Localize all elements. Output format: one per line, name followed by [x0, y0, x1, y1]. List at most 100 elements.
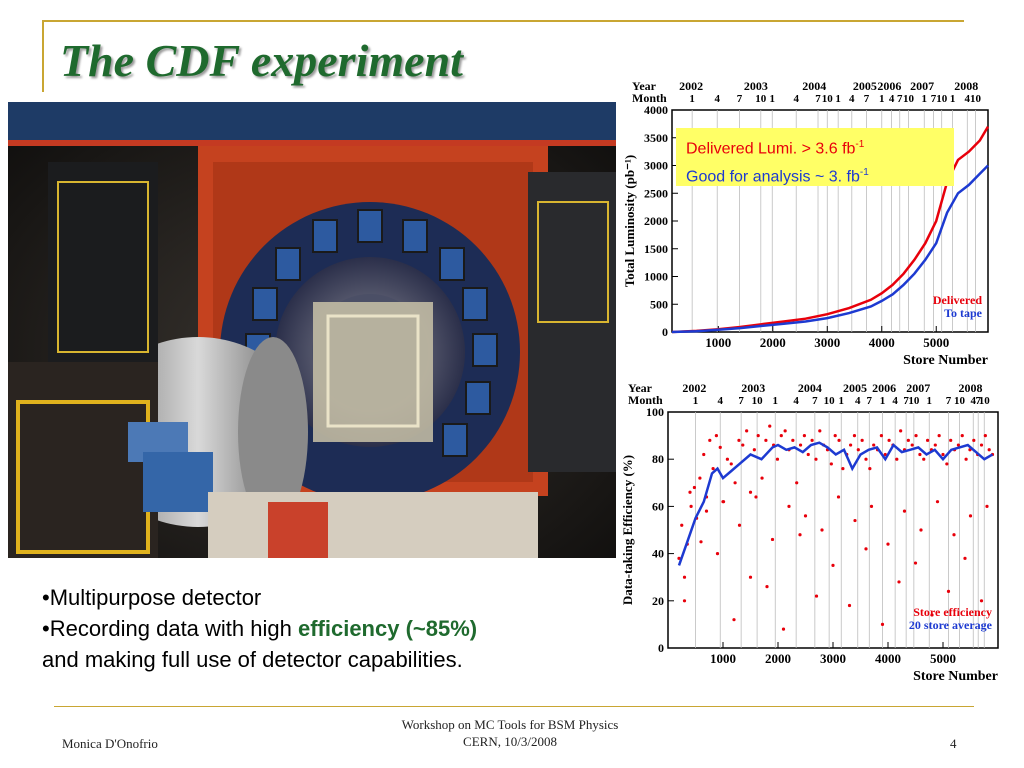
top-axis-month: 1	[839, 395, 845, 407]
top-axis-month: 7	[864, 93, 870, 105]
efficiency-point	[831, 563, 835, 567]
top-axis-month: 4	[965, 93, 971, 105]
efficiency-chart: Year Month 2002 2003 2004 2005 2006 2007 2008 1 4 7…	[618, 380, 1004, 684]
y-axis-label: Total Luminosity (pb⁻¹)	[622, 155, 637, 287]
efficiency-point	[972, 438, 976, 442]
efficiency-point	[937, 434, 941, 438]
x-tick-label: 1000	[705, 335, 731, 350]
efficiency-point	[708, 438, 712, 442]
top-axis-year: 2008	[954, 79, 978, 93]
cdf-detector-photo	[8, 102, 616, 558]
top-axis-month: 7	[737, 93, 743, 105]
efficiency-point	[853, 518, 857, 523]
efficiency-point	[741, 443, 745, 447]
top-axis-month: 4	[793, 395, 799, 407]
efficiency-point	[949, 438, 953, 442]
top-axis-month: 1	[835, 93, 841, 105]
top-axis-month: 10	[755, 93, 767, 105]
efficiency-point	[748, 575, 753, 579]
top-axis-year: 2004	[798, 381, 822, 395]
y-tick-label: 2000	[644, 214, 668, 228]
efficiency-point	[795, 481, 799, 485]
x-tick-label: 2000	[760, 335, 786, 350]
efficiency-point	[868, 467, 872, 471]
top-axis-month: 1	[689, 93, 695, 105]
x-tick-label: 4000	[875, 651, 901, 666]
y-tick-label: 4000	[644, 103, 668, 117]
legend-entry: Delivered	[933, 293, 982, 307]
efficiency-point	[803, 514, 808, 518]
y-tick-label: 500	[650, 297, 668, 311]
efficiency-point	[791, 438, 795, 442]
title-rule	[42, 20, 964, 22]
top-axis-month: 1	[879, 93, 885, 105]
efficiency-point	[906, 438, 910, 442]
efficiency-point	[768, 424, 772, 428]
top-axis-month: 10	[954, 395, 966, 407]
top-axis-month: 7	[897, 93, 903, 105]
top-axis-month: 7	[931, 93, 937, 105]
top-axis-month: 4	[793, 93, 799, 105]
top-axis-year: 2003	[744, 79, 768, 93]
efficiency-point	[733, 481, 737, 485]
x-axis-label: Store Number	[903, 353, 988, 368]
efficiency-point	[979, 599, 984, 603]
top-axis-year: 2007	[910, 79, 934, 93]
top-axis-month: 1	[693, 395, 699, 407]
efficiency-point	[714, 434, 718, 438]
top-axis-month: 10	[936, 93, 948, 105]
efficiency-point	[745, 429, 749, 433]
efficiency-point	[698, 476, 702, 480]
efficiency-point	[869, 504, 874, 508]
footer-event: Workshop on MC Tools for BSM Physics CER…	[360, 716, 660, 750]
efficiency-point	[836, 495, 841, 499]
efficiency-point	[880, 622, 885, 626]
efficiency-point	[987, 448, 991, 452]
top-axis-year: 2002	[682, 381, 706, 395]
analysis-lumi-note: Good for analysis ~ 3. fb-1	[686, 167, 869, 186]
efficiency-point	[754, 495, 758, 499]
efficiency-point	[783, 429, 787, 433]
top-axis-year: 2007	[906, 381, 930, 395]
top-axis-month: 1	[922, 93, 928, 105]
efficiency-point	[756, 434, 760, 438]
efficiency-point	[688, 490, 692, 494]
efficiency-point	[711, 467, 715, 471]
top-axis-month: 7	[815, 93, 821, 105]
efficiency-point	[872, 443, 876, 447]
top-axis-month: 7	[812, 395, 818, 407]
efficiency-point	[856, 448, 860, 452]
top-axis-month: 10	[824, 395, 836, 407]
efficiency-point	[682, 599, 687, 603]
efficiency-point	[983, 434, 987, 438]
efficiency-point	[956, 443, 960, 447]
efficiency-point	[721, 500, 725, 504]
efficiency-point	[895, 457, 899, 461]
y-tick-label: 80	[652, 452, 664, 466]
efficiency-point	[802, 434, 806, 438]
top-axis-year: 2006	[877, 79, 901, 93]
top-axis-month: 7	[946, 395, 952, 407]
top-axis-month: 4	[889, 93, 895, 105]
y-tick-label: 2500	[644, 186, 668, 200]
top-axis-month: 4	[892, 395, 898, 407]
efficiency-point	[677, 556, 681, 560]
efficiency-point	[899, 429, 903, 433]
bullet-efficiency: •Recording data with high efficiency (~8…	[42, 616, 478, 641]
efficiency-point	[764, 438, 768, 442]
top-axis-month: 7	[867, 395, 873, 407]
top-axis-month: 10	[903, 93, 915, 105]
efficiency-point	[926, 438, 930, 442]
x-tick-label: 5000	[930, 651, 956, 666]
x-tick-label: 1000	[710, 651, 736, 666]
efficiency-point	[680, 523, 684, 527]
efficiency-point	[879, 434, 883, 438]
efficiency-point	[798, 443, 803, 447]
top-axis-month: 4	[855, 395, 861, 407]
top-axis-year-label: Year	[628, 381, 653, 395]
y-tick-label: 60	[652, 499, 664, 513]
efficiency-point	[985, 504, 989, 508]
legend-entry: Store efficiency	[913, 605, 992, 619]
efficiency-point	[883, 452, 887, 457]
efficiency-point	[704, 509, 709, 513]
